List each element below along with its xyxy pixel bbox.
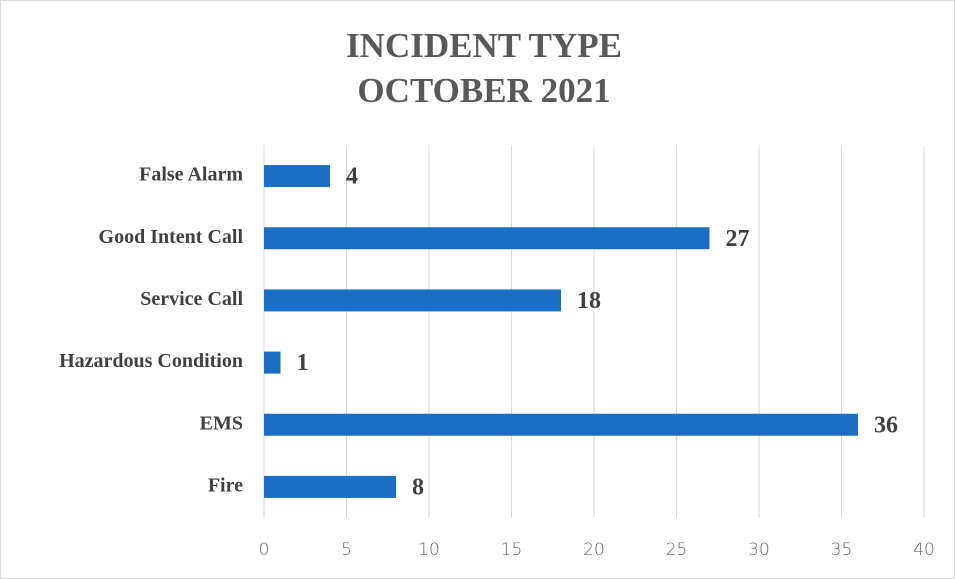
y-tick-label: Good Intent Call — [99, 226, 244, 248]
data-label: 8 — [412, 474, 424, 500]
x-tick-label: 5 — [341, 540, 352, 560]
bar — [264, 289, 561, 312]
data-label: 27 — [726, 226, 750, 252]
bar — [264, 227, 710, 250]
y-tick-label: EMS — [200, 412, 243, 434]
data-label: 4 — [346, 164, 358, 190]
chart-title: OCTOBER 2021 — [357, 71, 610, 110]
x-tick-label: 30 — [748, 540, 770, 560]
x-tick-label: 10 — [418, 540, 440, 560]
data-label: 1 — [297, 350, 309, 376]
bar — [264, 351, 281, 374]
x-tick-label: 25 — [666, 540, 688, 560]
x-tick-label: 20 — [583, 540, 605, 560]
bar — [264, 475, 396, 498]
y-tick-label: Service Call — [140, 288, 243, 310]
x-tick-label: 15 — [501, 540, 523, 560]
x-tick-label: 35 — [831, 540, 853, 560]
y-tick-label: False Alarm — [139, 164, 243, 186]
data-label: 18 — [577, 288, 601, 314]
bar — [264, 413, 858, 436]
data-label: 36 — [874, 412, 898, 438]
x-tick-label: 0 — [259, 540, 270, 560]
y-tick-label: Hazardous Condition — [59, 350, 243, 372]
bar — [264, 165, 330, 188]
x-tick-label: 40 — [913, 540, 935, 560]
chart-title: INCIDENT TYPE — [346, 26, 622, 65]
y-tick-label: Fire — [208, 475, 243, 497]
